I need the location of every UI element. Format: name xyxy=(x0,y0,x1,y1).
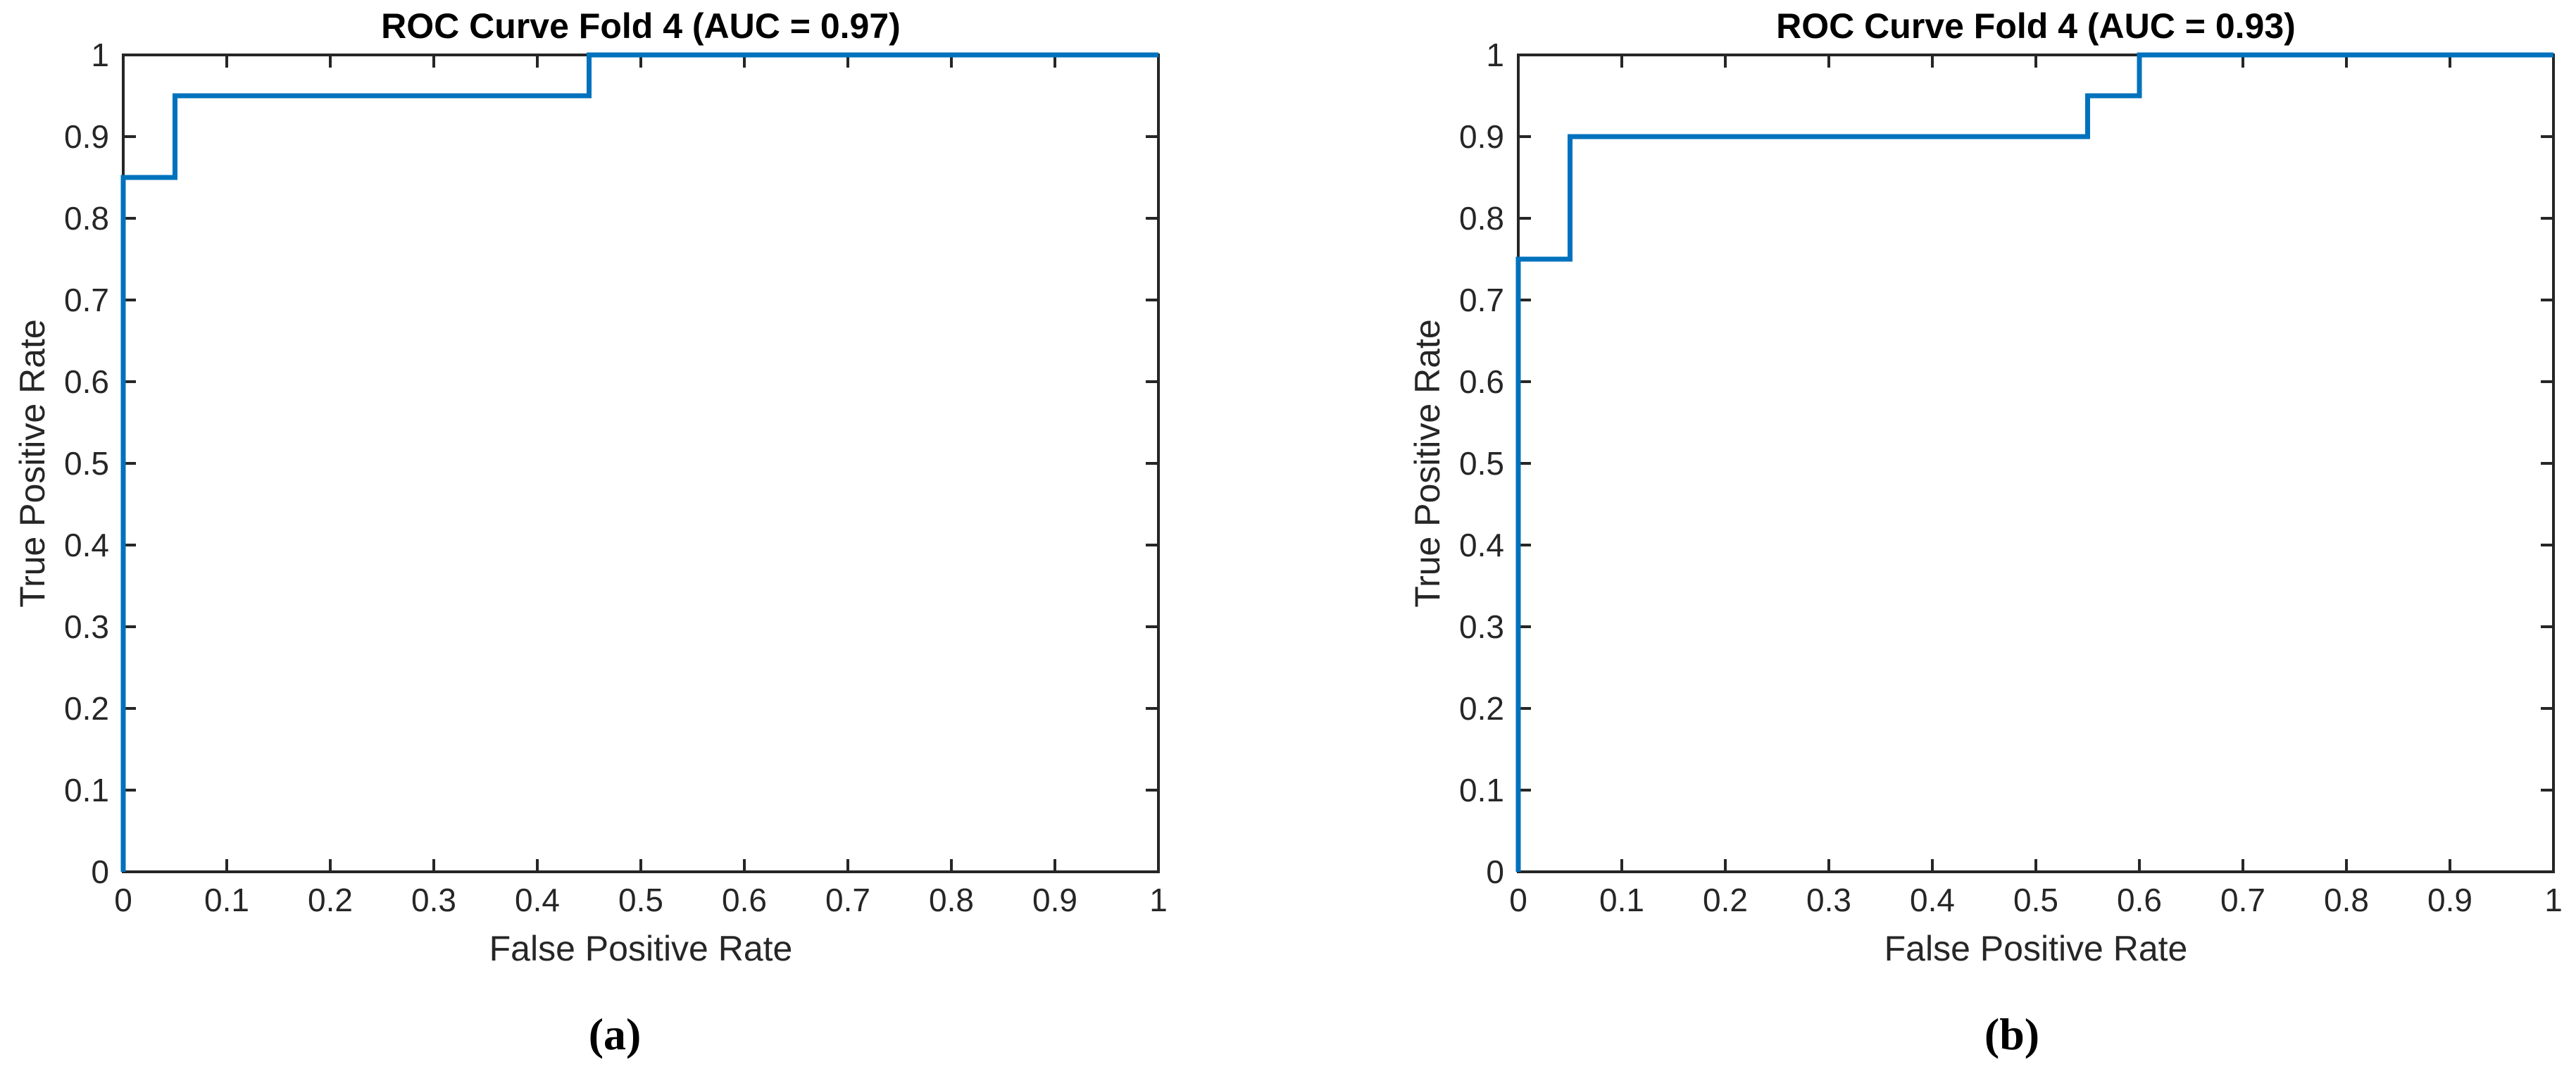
x-tick-label: 0.7 xyxy=(2220,882,2265,918)
chart-a-title: ROC Curve Fold 4 (AUC = 0.97) xyxy=(381,6,901,46)
x-tick-label: 0.6 xyxy=(2117,882,2162,918)
x-tick-label: 1 xyxy=(2544,882,2563,918)
x-tick-label: 0.5 xyxy=(618,882,663,918)
x-tick-label: 0.1 xyxy=(1599,882,1644,918)
y-tick-label: 0.9 xyxy=(64,118,109,155)
x-tick-label: 0.6 xyxy=(722,882,767,918)
y-tick-label: 0.3 xyxy=(64,608,109,645)
y-tick-label: 0.8 xyxy=(64,200,109,237)
x-tick-label: 0.4 xyxy=(515,882,560,918)
y-tick-label: 0.4 xyxy=(64,527,109,563)
x-tick-label: 0 xyxy=(114,882,132,918)
y-tick-label: 0.6 xyxy=(1459,363,1504,400)
x-tick-label: 0.4 xyxy=(1910,882,1955,918)
y-tick-label: 0.7 xyxy=(64,282,109,318)
y-tick-label: 0.1 xyxy=(64,772,109,808)
y-tick-label: 0.3 xyxy=(1459,608,1504,645)
y-tick-label: 0.1 xyxy=(1459,772,1504,808)
y-tick-label: 0.4 xyxy=(1459,527,1504,563)
x-tick-label: 0.1 xyxy=(204,882,249,918)
roc-curve xyxy=(1515,52,2553,872)
chart-b-title: ROC Curve Fold 4 (AUC = 0.93) xyxy=(1776,6,2296,46)
chart-b-caption: (b) xyxy=(1984,1009,2040,1059)
y-tick-label: 0.2 xyxy=(1459,690,1504,727)
y-tick-label: 0 xyxy=(91,853,109,890)
chart-a-caption: (a) xyxy=(588,1009,642,1059)
chart-a-y-axis-label: True Positive Rate xyxy=(13,319,52,608)
plot-border xyxy=(1517,54,2555,873)
x-tick-label: 0 xyxy=(1509,882,1527,918)
x-tick-label: 0.3 xyxy=(1806,882,1851,918)
y-tick-label: 0.9 xyxy=(1459,118,1504,155)
plot-border xyxy=(122,54,1160,873)
x-tick-label: 0.3 xyxy=(411,882,456,918)
x-tick-label: 0.8 xyxy=(2324,882,2369,918)
chart-b-x-axis-label: False Positive Rate xyxy=(1884,929,2188,968)
y-tick-label: 0.7 xyxy=(1459,282,1504,318)
x-tick-label: 1 xyxy=(1149,882,1168,918)
x-tick-label: 0.9 xyxy=(2427,882,2472,918)
x-tick-label: 0.2 xyxy=(308,882,353,918)
chart-a-x-axis-label: False Positive Rate xyxy=(489,929,793,968)
y-tick-label: 1 xyxy=(91,37,109,73)
y-tick-label: 0.8 xyxy=(1459,200,1504,237)
x-tick-label: 0.2 xyxy=(1703,882,1748,918)
x-tick-label: 0.5 xyxy=(2013,882,2058,918)
y-tick-label: 0.5 xyxy=(1459,445,1504,482)
x-tick-label: 0.9 xyxy=(1032,882,1077,918)
x-tick-label: 0.8 xyxy=(929,882,974,918)
x-tick-label: 0.7 xyxy=(825,882,870,918)
roc-curve xyxy=(120,52,1158,872)
y-tick-label: 1 xyxy=(1486,37,1504,73)
y-tick-label: 0 xyxy=(1486,853,1504,890)
chart-b-y-axis-label: True Positive Rate xyxy=(1408,319,1447,608)
y-tick-label: 0.6 xyxy=(64,363,109,400)
y-tick-label: 0.2 xyxy=(64,690,109,727)
y-tick-label: 0.5 xyxy=(64,445,109,482)
